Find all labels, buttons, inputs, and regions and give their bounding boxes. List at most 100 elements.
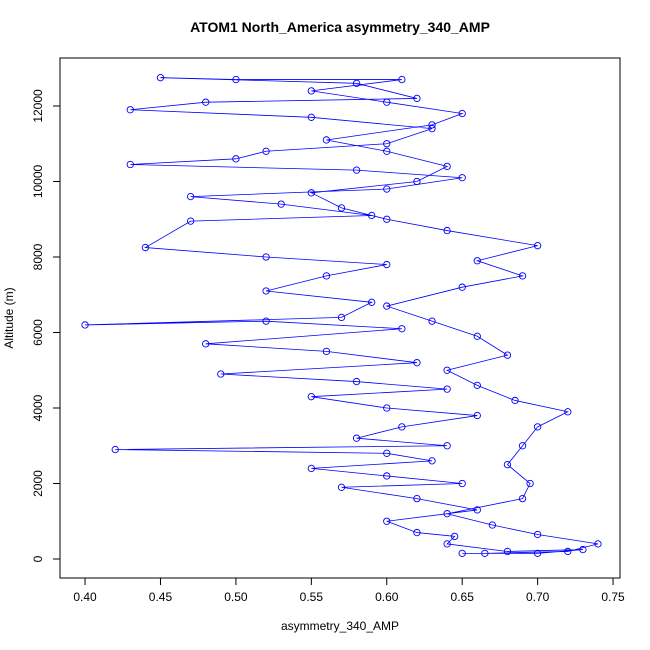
x-tick-label: 0.45 bbox=[149, 590, 173, 604]
x-axis-label: asymmetry_340_AMP bbox=[281, 619, 399, 633]
point bbox=[307, 113, 315, 121]
point bbox=[126, 106, 134, 114]
point bbox=[352, 79, 361, 87]
point bbox=[262, 253, 270, 261]
point bbox=[443, 226, 451, 235]
y-axis-label: Altitude (m) bbox=[2, 287, 16, 348]
point bbox=[443, 366, 451, 374]
point bbox=[322, 347, 331, 356]
point bbox=[413, 94, 421, 103]
point bbox=[503, 351, 512, 359]
point bbox=[458, 174, 466, 182]
y-tick-label: 8000 bbox=[31, 243, 45, 270]
point bbox=[428, 121, 436, 129]
point bbox=[307, 189, 315, 197]
point bbox=[518, 494, 527, 503]
point bbox=[564, 408, 572, 416]
point bbox=[186, 217, 195, 225]
point bbox=[594, 540, 602, 548]
y-tick-label: 0 bbox=[31, 555, 45, 562]
point bbox=[473, 506, 481, 514]
point bbox=[451, 532, 459, 541]
point bbox=[81, 321, 89, 329]
point bbox=[511, 396, 519, 405]
point bbox=[111, 445, 119, 454]
point bbox=[383, 260, 391, 269]
point bbox=[217, 370, 225, 378]
point bbox=[398, 325, 406, 333]
point bbox=[443, 442, 451, 450]
point bbox=[383, 302, 391, 310]
point bbox=[428, 124, 436, 133]
point bbox=[533, 423, 542, 431]
point bbox=[337, 204, 346, 212]
point bbox=[518, 442, 527, 450]
point bbox=[322, 136, 331, 144]
point bbox=[443, 385, 451, 393]
y-tick-label: 4000 bbox=[31, 394, 45, 421]
point bbox=[413, 528, 421, 537]
x-tick-label: 0.55 bbox=[300, 590, 324, 604]
point bbox=[473, 381, 481, 390]
point bbox=[383, 185, 391, 193]
point bbox=[428, 317, 436, 325]
point bbox=[443, 540, 451, 548]
point bbox=[579, 545, 587, 554]
point bbox=[383, 215, 391, 223]
x-tick-label: 0.65 bbox=[451, 590, 475, 604]
point bbox=[398, 75, 406, 84]
point bbox=[232, 75, 240, 84]
chart-title: ATOM1 North_America asymmetry_340_AMP bbox=[190, 19, 490, 35]
point bbox=[413, 494, 421, 503]
point bbox=[481, 549, 489, 557]
point bbox=[307, 87, 315, 95]
point bbox=[202, 340, 210, 348]
point bbox=[383, 147, 391, 155]
point bbox=[443, 162, 451, 171]
point bbox=[202, 98, 210, 106]
point bbox=[368, 298, 376, 306]
point bbox=[503, 460, 512, 469]
point bbox=[443, 510, 451, 518]
point bbox=[428, 457, 436, 465]
point bbox=[458, 109, 466, 118]
x-tick-label: 0.50 bbox=[224, 590, 248, 604]
point bbox=[126, 160, 134, 169]
point bbox=[383, 404, 391, 412]
point bbox=[232, 155, 240, 163]
point bbox=[352, 166, 361, 174]
point bbox=[473, 411, 481, 420]
point bbox=[526, 479, 534, 488]
x-tick-label: 0.70 bbox=[526, 590, 550, 604]
y-tick-label: 2000 bbox=[31, 470, 45, 497]
point bbox=[458, 283, 466, 291]
point bbox=[518, 272, 527, 280]
point bbox=[307, 393, 315, 401]
y-tick-label: 6000 bbox=[31, 319, 45, 346]
x-tick-label: 0.40 bbox=[73, 590, 97, 604]
point bbox=[262, 317, 270, 325]
point bbox=[458, 549, 466, 557]
point bbox=[352, 377, 361, 386]
point bbox=[368, 211, 376, 220]
point bbox=[352, 434, 361, 442]
point bbox=[413, 359, 421, 367]
point bbox=[458, 479, 466, 488]
point bbox=[533, 530, 542, 539]
point bbox=[383, 140, 391, 148]
point bbox=[383, 98, 391, 106]
point bbox=[383, 472, 391, 480]
y-tick-label: 12000 bbox=[31, 89, 45, 123]
point bbox=[398, 423, 406, 431]
point bbox=[503, 547, 512, 556]
point bbox=[383, 517, 391, 525]
point bbox=[337, 483, 346, 491]
point bbox=[322, 272, 331, 280]
point bbox=[473, 257, 481, 265]
x-tick-label: 0.60 bbox=[375, 590, 399, 604]
point bbox=[156, 74, 165, 82]
point bbox=[564, 547, 572, 556]
point bbox=[262, 147, 270, 155]
point bbox=[307, 464, 315, 473]
